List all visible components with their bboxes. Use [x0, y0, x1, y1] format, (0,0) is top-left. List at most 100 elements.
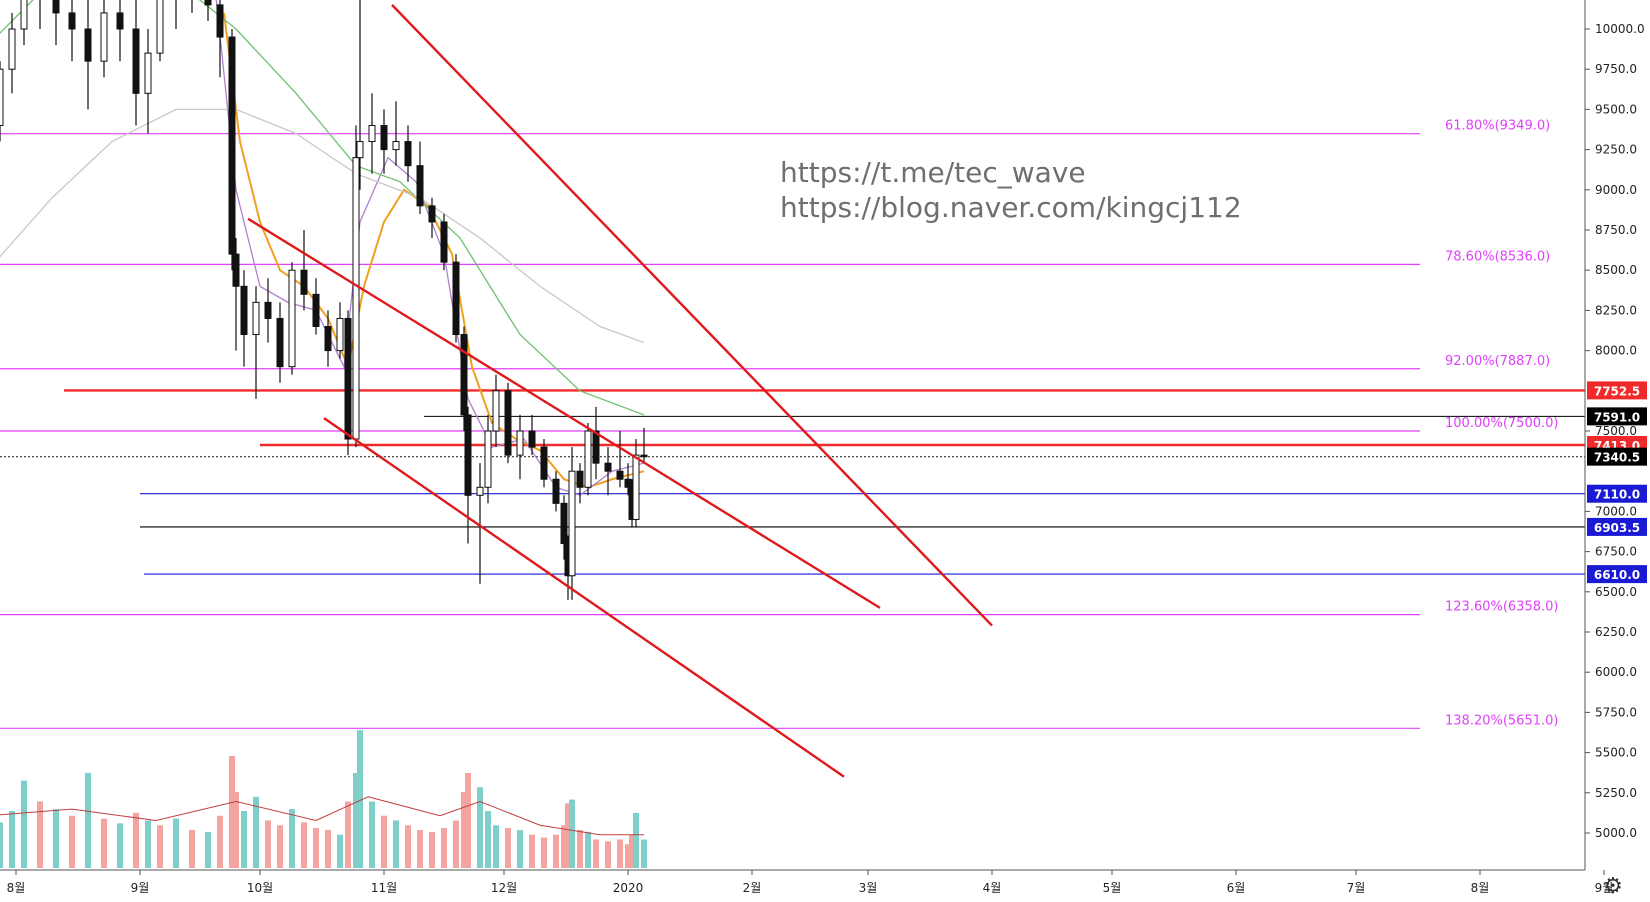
volume-bar — [453, 820, 459, 868]
volume-bar — [21, 780, 27, 868]
candle-body — [392, 141, 400, 151]
candle — [144, 29, 152, 134]
candle — [240, 270, 248, 367]
volume-bar — [553, 834, 559, 868]
candle — [392, 101, 400, 166]
volume-bar — [69, 815, 75, 868]
candle-body — [380, 124, 388, 151]
price-tick-label: 8500.0 — [1595, 263, 1637, 277]
candle-body — [440, 221, 448, 263]
time-tick-label: 7월 — [1347, 881, 1366, 895]
watermark-telegram-link: https://t.me/tec_wave — [780, 156, 1086, 189]
gear-icon[interactable]: ⚙ — [1603, 874, 1623, 899]
volume-bar — [233, 792, 239, 868]
price-tick-label: 8250.0 — [1595, 303, 1637, 317]
candle — [228, 29, 236, 271]
volume-bar — [85, 773, 91, 868]
fib-label: 92.00%(7887.0) — [1445, 354, 1550, 369]
volume-bar — [565, 803, 571, 868]
horizontal-levels — [0, 389, 1585, 575]
volume-bars — [0, 730, 647, 868]
candle — [416, 141, 424, 214]
candle-body — [576, 470, 584, 488]
time-tick-label: 4월 — [983, 881, 1002, 895]
candle — [604, 447, 612, 496]
moving-averages — [0, 0, 645, 497]
time-tick-label: 3월 — [859, 881, 878, 895]
price-marker: 7340.5 — [1587, 447, 1647, 466]
volume-bar — [493, 825, 499, 868]
fib-label: 61.80%(9349.0) — [1445, 119, 1550, 134]
price-marker-label: 7110.0 — [1594, 488, 1640, 502]
trendlines[interactable] — [247, 4, 993, 778]
volume-bar — [517, 830, 523, 868]
volume-bar — [189, 830, 195, 868]
candle-body — [504, 390, 512, 456]
candle — [540, 439, 548, 488]
candle — [592, 406, 600, 480]
candle — [68, 0, 76, 62]
candle-body — [240, 285, 248, 336]
volume-bar — [277, 825, 283, 868]
volume-bar — [313, 828, 319, 868]
candle-body — [492, 390, 500, 432]
candle — [368, 93, 376, 174]
price-axis[interactable]: 10000.0 9750.0 9500.0 9250.0 9000.0 8750.0 850… — [1584, 0, 1645, 870]
candle — [552, 471, 560, 512]
candle — [344, 310, 352, 456]
candle — [336, 302, 344, 359]
candle — [100, 0, 108, 78]
candle — [20, 0, 28, 46]
volume-bar — [289, 809, 295, 868]
volume-bar — [53, 809, 59, 868]
candle — [312, 278, 320, 335]
price-tick-label: 9000.0 — [1595, 183, 1637, 197]
volume-bar — [633, 812, 639, 868]
volume-bar — [265, 820, 271, 868]
candle-body — [312, 293, 320, 327]
volume-bar — [325, 830, 331, 868]
price-marker-box — [1587, 447, 1647, 466]
candle-body — [132, 28, 140, 94]
candle — [624, 463, 632, 496]
candle — [204, 0, 212, 21]
volume-bar — [593, 839, 599, 868]
candle-body — [592, 430, 600, 464]
price-tick-label: 9500.0 — [1595, 102, 1637, 116]
candle — [560, 495, 568, 560]
volume-ma-line — [0, 796, 644, 836]
candle-body — [484, 430, 492, 488]
volume-bar — [393, 820, 399, 868]
price-tick-label: 6500.0 — [1595, 585, 1637, 599]
candle — [576, 463, 584, 504]
price-marker: 6903.5 — [1587, 517, 1647, 536]
candle — [288, 262, 296, 375]
candle — [252, 286, 260, 399]
time-axis[interactable]: 8월 9월 10월 11월 12월 2020 2월 3월 4월 5월 6월 7월 8월 9월 — [0, 869, 1613, 895]
time-tick-label: 12월 — [491, 881, 517, 895]
time-tick-label: 2020 — [613, 881, 644, 895]
candle — [276, 302, 284, 383]
volume-bar — [101, 818, 107, 868]
candle — [640, 427, 648, 464]
candle-body — [428, 205, 436, 223]
ema-orange-line — [223, 12, 645, 489]
price-marker-box — [1587, 407, 1647, 426]
ma-purple-line — [215, 0, 645, 497]
volume-bar — [605, 841, 611, 868]
price-marker-label: 7340.5 — [1594, 451, 1640, 465]
candle — [356, 0, 364, 190]
volume-bar — [441, 828, 447, 868]
price-marker-label: 6610.0 — [1594, 568, 1640, 582]
candle-body — [540, 446, 548, 480]
volume-bar — [477, 787, 483, 868]
candle-body — [568, 470, 576, 577]
candle-body — [20, 0, 28, 30]
candle-body — [368, 124, 376, 143]
price-marker: 6610.0 — [1587, 565, 1647, 584]
volume-bar — [117, 823, 123, 868]
candle-body — [8, 28, 16, 70]
volume-bar — [9, 811, 15, 868]
candle — [264, 278, 272, 343]
